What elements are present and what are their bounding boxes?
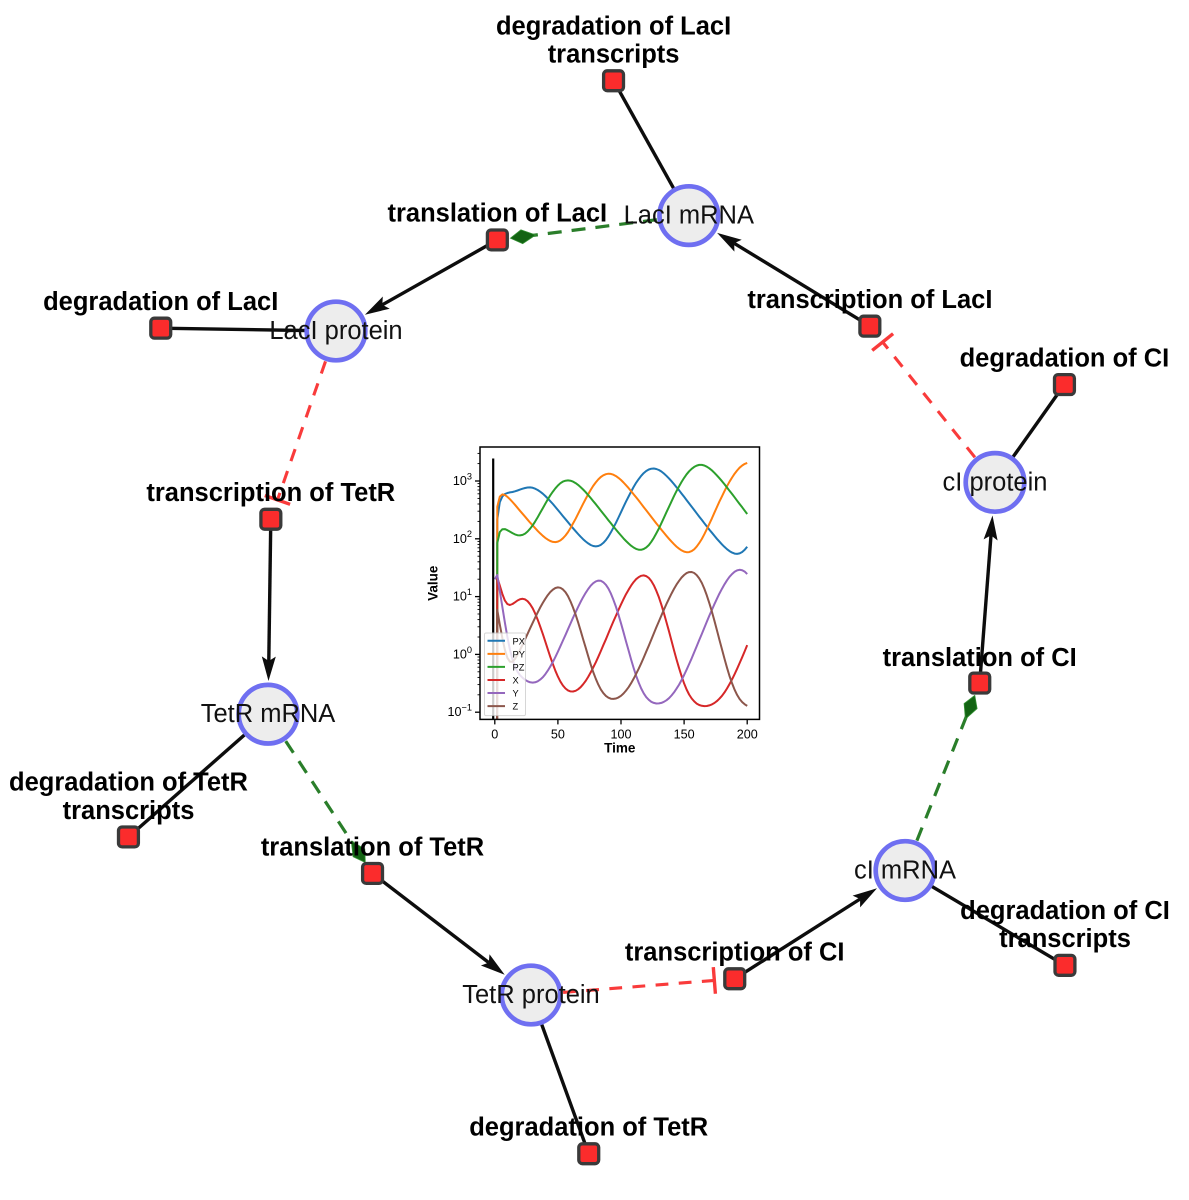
svg-text:degradation of CI: degradation of CI [960,344,1170,372]
svg-text:TetR protein: TetR protein [462,981,600,1009]
svg-text:LacI mRNA: LacI mRNA [624,202,754,230]
svg-text:degradation of LacI: degradation of LacI [496,12,731,40]
svg-text:Z: Z [513,702,519,712]
svg-text:Value: Value [426,565,441,601]
svg-text:Y: Y [513,689,519,699]
svg-text:transcripts: transcripts [999,925,1131,953]
svg-text:transcription of TetR: transcription of TetR [146,479,395,507]
svg-text:degradation of TetR: degradation of TetR [9,769,248,797]
svg-text:X: X [513,676,519,686]
svg-text:PY: PY [513,649,525,659]
svg-text:transcription of LacI: transcription of LacI [747,286,992,314]
svg-text:Time: Time [604,740,636,755]
svg-text:200: 200 [737,727,758,741]
svg-text:degradation of LacI: degradation of LacI [43,288,278,316]
svg-text:transcripts: transcripts [548,41,680,69]
svg-text:translation of TetR: translation of TetR [261,833,484,861]
svg-text:degradation of TetR: degradation of TetR [469,1114,708,1142]
svg-text:TetR mRNA: TetR mRNA [201,700,336,728]
svg-text:cI protein: cI protein [943,468,1048,496]
svg-text:150: 150 [674,727,695,741]
svg-text:translation of LacI: translation of LacI [387,200,607,228]
svg-text:transcripts: transcripts [63,797,195,825]
svg-text:PZ: PZ [513,662,525,672]
svg-text:transcription of CI: transcription of CI [625,939,845,967]
svg-text:0: 0 [491,727,498,741]
svg-text:100: 100 [610,727,631,741]
svg-text:cI mRNA: cI mRNA [854,857,956,885]
svg-text:translation of CI: translation of CI [883,644,1077,672]
svg-text:50: 50 [551,727,565,741]
svg-text:degradation of CI: degradation of CI [960,897,1170,925]
svg-text:PX: PX [513,636,525,646]
svg-text:LacI protein: LacI protein [269,317,402,345]
